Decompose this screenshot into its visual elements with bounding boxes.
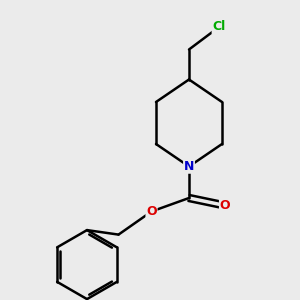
Text: Cl: Cl [212,20,226,34]
Text: O: O [146,205,157,218]
Text: O: O [220,199,230,212]
Text: N: N [184,160,194,173]
